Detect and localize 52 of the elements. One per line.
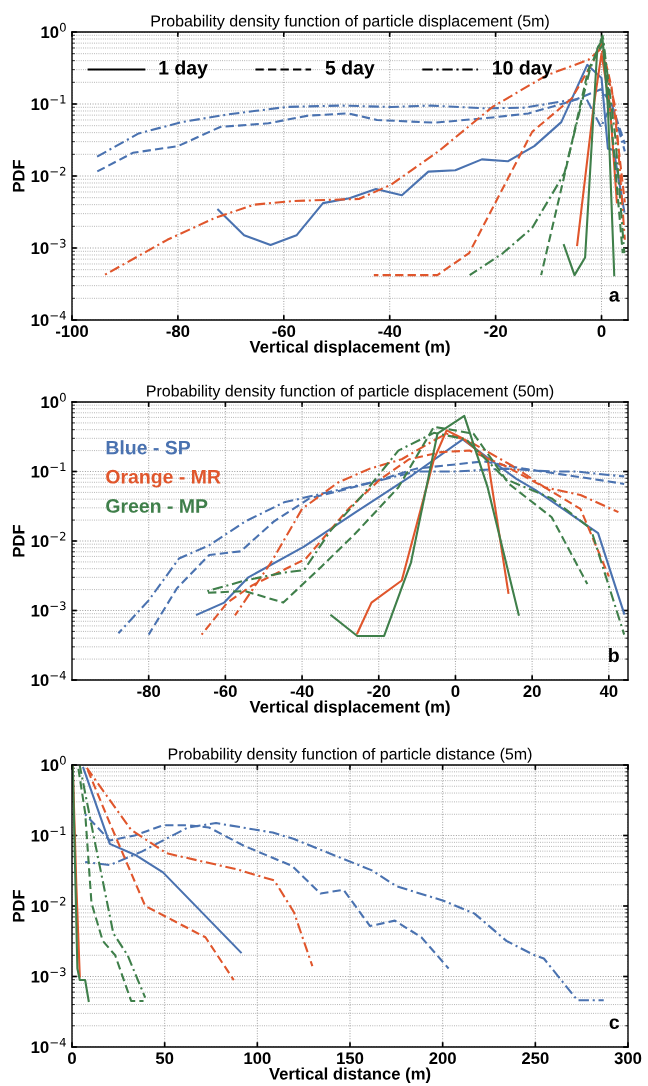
- annotation: a: [609, 291, 620, 302]
- x-tick-label: 0: [597, 325, 606, 338]
- x-tick-label: 300: [614, 1052, 642, 1065]
- x-tick-label: 40: [599, 685, 618, 698]
- x-tick-label: 100: [244, 1052, 271, 1065]
- y-tick-label: 10$^{−2}$: [31, 896, 66, 913]
- chart-title: Probability density function of particle displacement (50m): [147, 384, 554, 400]
- x-tick-label: 0: [451, 685, 460, 698]
- x-tick-label: -100: [55, 325, 88, 338]
- y-tick-label: 10$^{−3}$: [31, 601, 66, 617]
- y-tick-label: 10$^{−2}$: [31, 166, 66, 183]
- annotation: c: [609, 1018, 620, 1030]
- x-axis-title: Vertical displacement (m): [249, 700, 450, 716]
- x-tick-label: -40: [378, 325, 402, 338]
- annotation: 1 day: [159, 60, 208, 79]
- y-tick-label: 10$^{−1}$: [31, 95, 66, 111]
- x-tick-label: 150: [337, 1052, 364, 1065]
- x-tick-label: 50: [155, 1052, 174, 1065]
- y-tick-label: 10$^{−4}$: [31, 671, 66, 687]
- x-axis-title: Vertical displacement (m): [249, 340, 450, 356]
- chart-title: Probability density function of particle distance (5m): [168, 747, 532, 763]
- y-axis-title: PDF: [12, 159, 25, 192]
- annotation: 10 day: [493, 60, 553, 79]
- x-tick-label: 250: [522, 1052, 549, 1065]
- x-tick-label: 200: [429, 1052, 456, 1065]
- annotation: 5 day: [325, 60, 375, 79]
- x-tick-label: -20: [367, 685, 391, 698]
- y-tick-label: 10$^{−1}$: [31, 462, 66, 478]
- y-tick-label: 10$^{0}$: [41, 392, 66, 409]
- annotation: Orange - MR: [106, 469, 221, 488]
- y-tick-label: 10$^{−4}$: [31, 1038, 66, 1054]
- x-tick-label: -20: [484, 325, 507, 338]
- y-tick-label: 10$^{−3}$: [31, 238, 66, 255]
- x-tick-label: -60: [213, 685, 237, 698]
- y-tick-label: 10$^{−1}$: [31, 826, 66, 842]
- x-tick-label: -80: [166, 325, 190, 338]
- y-axis-title: PDF: [12, 889, 25, 922]
- x-axis-title: Vertical distance (m): [269, 1067, 431, 1083]
- y-tick-label: 10$^{0}$: [41, 22, 66, 39]
- x-tick-label: -40: [290, 685, 314, 698]
- annotation: b: [609, 647, 619, 663]
- x-tick-label: 0: [68, 1052, 76, 1065]
- chart-title: Probability density function of particle displacement (5m): [151, 14, 549, 30]
- annotation: Blue - SP: [106, 440, 191, 455]
- x-tick-label: -80: [137, 685, 161, 698]
- x-tick-label: -60: [272, 325, 296, 338]
- y-axis-title: PDF: [12, 524, 25, 557]
- annotation: Green - MP: [106, 499, 208, 513]
- y-tick-label: 10$^{−3}$: [31, 967, 66, 983]
- y-tick-label: 10$^{−2}$: [31, 531, 66, 548]
- y-tick-label: 10$^{0}$: [41, 755, 66, 772]
- x-tick-label: 20: [523, 685, 541, 698]
